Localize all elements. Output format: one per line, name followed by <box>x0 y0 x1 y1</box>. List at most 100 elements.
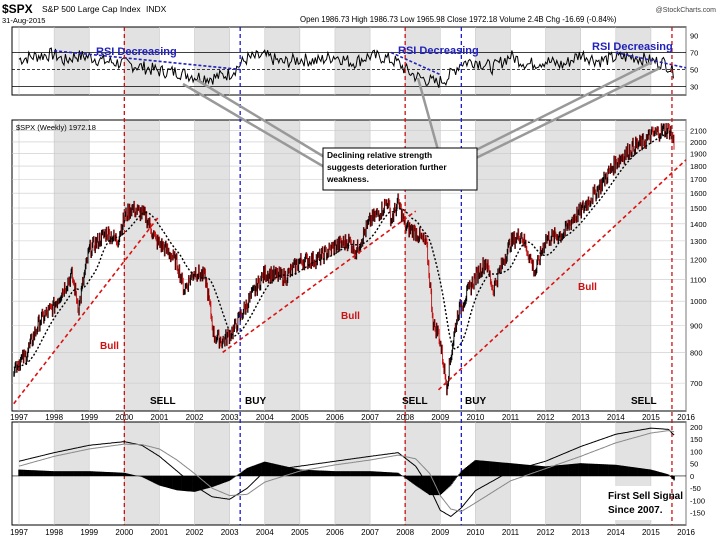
year-shade <box>545 27 581 95</box>
rsi-tick-label: 90 <box>690 32 698 41</box>
year-shade <box>124 422 160 525</box>
x-tick-label: 2016 <box>677 413 695 422</box>
year-shade <box>194 27 230 95</box>
price-tick-label: 1900 <box>690 150 707 159</box>
bull-label-1: Bull <box>100 341 119 352</box>
x-tick-label: 2002 <box>186 413 204 422</box>
x-tick-label: 2005 <box>291 528 309 537</box>
x-tick-label: 1998 <box>45 413 63 422</box>
price-series-label: $SPX (Weekly) 1972.18 <box>16 123 96 132</box>
x-tick-label: 2014 <box>607 413 625 422</box>
sell-signal-note-bg <box>600 486 670 520</box>
price-tick-label: 1100 <box>690 275 706 284</box>
buy-label-2003: BUY <box>245 396 266 407</box>
bull-label-2: Bull <box>341 311 360 322</box>
x-tick-label: 2007 <box>361 528 379 537</box>
x-tick-label: 2011 <box>502 413 520 422</box>
shaded-periods <box>54 27 651 525</box>
macd-tick-label: -100 <box>690 496 705 505</box>
x-tick-label: 2003 <box>221 413 239 422</box>
x-tick-label: 1997 <box>10 528 28 537</box>
rsi-trendline <box>390 51 441 76</box>
bull-trendline <box>13 215 161 405</box>
x-tick-label: 2015 <box>642 413 660 422</box>
x-tick-label: 2006 <box>326 528 344 537</box>
x-tick-label: 2005 <box>291 413 309 422</box>
price-tick-label: 2100 <box>690 127 707 136</box>
rsi-trendline <box>54 50 241 71</box>
x-tick-label: 2008 <box>396 413 414 422</box>
x-tick-label: 2003 <box>221 528 239 537</box>
macd-chart <box>12 427 686 517</box>
price-chart <box>13 27 687 525</box>
sell-label-2000: SELL <box>150 396 176 407</box>
bull-trendline <box>437 159 687 391</box>
rsi-tick-label: 70 <box>690 49 698 58</box>
year-shade <box>54 120 90 411</box>
x-tick-label: 2009 <box>431 413 449 422</box>
price-tick-label: 1500 <box>690 204 707 213</box>
year-shade <box>545 120 581 411</box>
sell-label-2008: SELL <box>402 396 428 407</box>
exchange-label: INDX <box>146 4 167 14</box>
x-tick-label: 2011 <box>502 528 520 537</box>
year-shade <box>194 120 230 411</box>
x-tick-label: 2000 <box>115 528 133 537</box>
macd-tick-label: 50 <box>690 460 698 469</box>
x-tick-label: 2012 <box>537 528 555 537</box>
watermark: @StockCharts.com <box>656 7 717 14</box>
year-shade <box>124 27 160 95</box>
rsi-decreasing-label-3: RSI Decreasing <box>592 41 673 53</box>
x-tick-label: 1999 <box>80 413 98 422</box>
sell-label-2015: SELL <box>631 396 657 407</box>
x-tick-label: 2012 <box>537 413 555 422</box>
x-tick-label: 2000 <box>115 413 133 422</box>
year-shade <box>475 27 511 95</box>
price-tick-label: 700 <box>690 379 703 388</box>
callout-box <box>322 147 478 191</box>
callout-lines <box>182 60 661 170</box>
rsi-tick-label: 50 <box>690 66 698 75</box>
axis-labels: 1997199719981998199919992000200020012001… <box>10 32 707 538</box>
x-tick-label: 2008 <box>396 528 414 537</box>
rsi-trendline <box>615 51 687 69</box>
x-tick-label: 2002 <box>186 528 204 537</box>
price-tick-label: 1300 <box>690 237 707 246</box>
price-tick-label: 1400 <box>690 220 707 229</box>
index-name: S&P 500 Large Cap Index <box>42 4 141 14</box>
x-tick-label: 2015 <box>642 528 660 537</box>
macd-tick-label: 150 <box>690 435 703 444</box>
price-tick-label: 1800 <box>690 162 707 171</box>
sell-signal-note: First Sell Signal Since 2007. <box>608 491 686 516</box>
price-tick-label: 1000 <box>690 297 707 306</box>
x-tick-label: 2013 <box>572 528 590 537</box>
x-tick-label: 2004 <box>256 528 274 537</box>
rsi-decreasing-label-1: RSI Decreasing <box>96 46 177 58</box>
x-tick-label: 1999 <box>80 528 98 537</box>
price-tick-label: 1600 <box>690 189 707 198</box>
x-tick-label: 2007 <box>361 413 379 422</box>
price-tick-label: 2000 <box>690 138 707 147</box>
rsi-decreasing-label-2: RSI Decreasing <box>398 45 479 57</box>
price-tick-label: 900 <box>690 321 703 330</box>
x-tick-label: 2004 <box>256 413 274 422</box>
price-tick-label: 1200 <box>690 255 707 264</box>
x-tick-label: 2009 <box>431 528 449 537</box>
x-tick-label: 2006 <box>326 413 344 422</box>
price-tick-label: 1700 <box>690 175 707 184</box>
macd-tick-label: 100 <box>690 447 703 456</box>
year-shade <box>124 120 160 411</box>
macd-line <box>18 427 675 517</box>
year-shade <box>194 422 230 525</box>
rsi-line <box>18 47 674 88</box>
x-tick-label: 1997 <box>10 413 28 422</box>
macd-tick-label: -50 <box>690 484 701 493</box>
price-tick-label: 800 <box>690 348 703 357</box>
x-tick-label: 2013 <box>572 413 590 422</box>
macd-signal-line <box>18 430 675 513</box>
x-tick-label: 2010 <box>466 528 484 537</box>
bull-trendline <box>222 210 417 354</box>
year-shade <box>615 120 651 411</box>
symbol-label: $SPX <box>2 2 33 16</box>
